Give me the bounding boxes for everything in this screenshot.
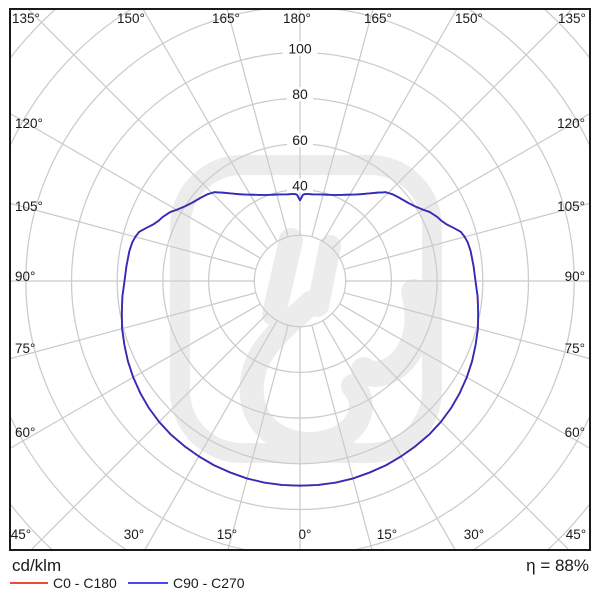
watermark-logo [170,155,442,463]
grid-spoke [10,292,257,360]
efficiency-value: η = 88% [526,556,589,575]
angle-label-bottom: 45° [566,527,586,542]
angle-label-right: 105° [557,199,585,214]
angle-label-bottom: 15° [217,527,237,542]
angle-label-bottom: 45° [11,527,31,542]
angle-label-top: 165° [364,11,392,26]
angle-label-top: 150° [455,11,483,26]
unit-label: cd/klm [12,556,62,575]
legend-label-c90-c270: C90 - C270 [173,575,245,591]
plot-border [9,8,591,551]
angle-label-bottom: 30° [124,527,144,542]
angle-label-left: 105° [15,199,43,214]
grid-spoke [343,202,590,270]
angle-label-bottom: 0° [299,527,312,542]
grid-spoke [322,320,457,550]
grid-spoke [339,303,590,450]
radial-tick-bg [287,87,313,102]
grid-spoke [227,324,289,550]
radial-ticks: 40 60 80 100 [282,41,318,194]
grid-spoke [311,324,373,550]
legend-swatch-c0-c180 [10,582,48,584]
grid-spoke [143,320,278,550]
radial-tick-label: 60 [292,132,308,148]
angle-label-top: 135° [12,11,40,26]
angle-label-left: 120° [15,116,43,131]
angle-label-top: 180° [283,11,311,26]
curve-c90-c270 [120,191,480,487]
grid-spoke [322,9,458,242]
grid-spoke [331,9,573,250]
angle-label-left: 90° [15,269,35,284]
angle-label-top: 165° [212,11,240,26]
angle-label-right: 90° [565,269,585,284]
angle-label-right: 75° [565,341,585,356]
chart-footer: cd/klm η = 88% C0 - C180 C90 - C270 [0,552,600,600]
angle-label-top: 150° [117,11,145,26]
legend-swatch-c90-c270 [128,582,168,584]
radial-tick-label: 80 [292,86,308,102]
grid-spoke [142,9,278,242]
grid-spoke [339,112,590,259]
radial-tick-label: 100 [288,41,312,57]
angle-label-right: 120° [557,116,585,131]
grid-spoke [10,303,261,450]
grid-spoke [331,312,570,550]
angle-label-left: 75° [15,341,35,356]
angle-labels: 135° 150° 165° 180° 165° 150° 135° 45° 30° 15° 0° 1… [11,11,586,542]
grid-spoke [226,9,289,238]
angle-label-bottom: 15° [377,527,397,542]
grid-spoke [10,112,261,259]
radial-tick-bg [287,132,313,147]
grid-spoke [27,9,269,250]
grid-spoke [30,312,269,550]
angle-label-left: 60° [15,425,35,440]
radial-tick-bg [287,178,313,193]
grid-spoke [10,202,257,270]
grid-spoke [343,292,590,360]
angle-label-bottom: 30° [464,527,484,542]
legend-label-c0-c180: C0 - C180 [53,575,117,591]
grid-spoke [311,9,374,238]
radial-tick-label: 40 [292,178,308,194]
radial-tick-bg [282,41,318,56]
angle-label-right: 60° [565,425,585,440]
angle-label-top: 135° [558,11,586,26]
